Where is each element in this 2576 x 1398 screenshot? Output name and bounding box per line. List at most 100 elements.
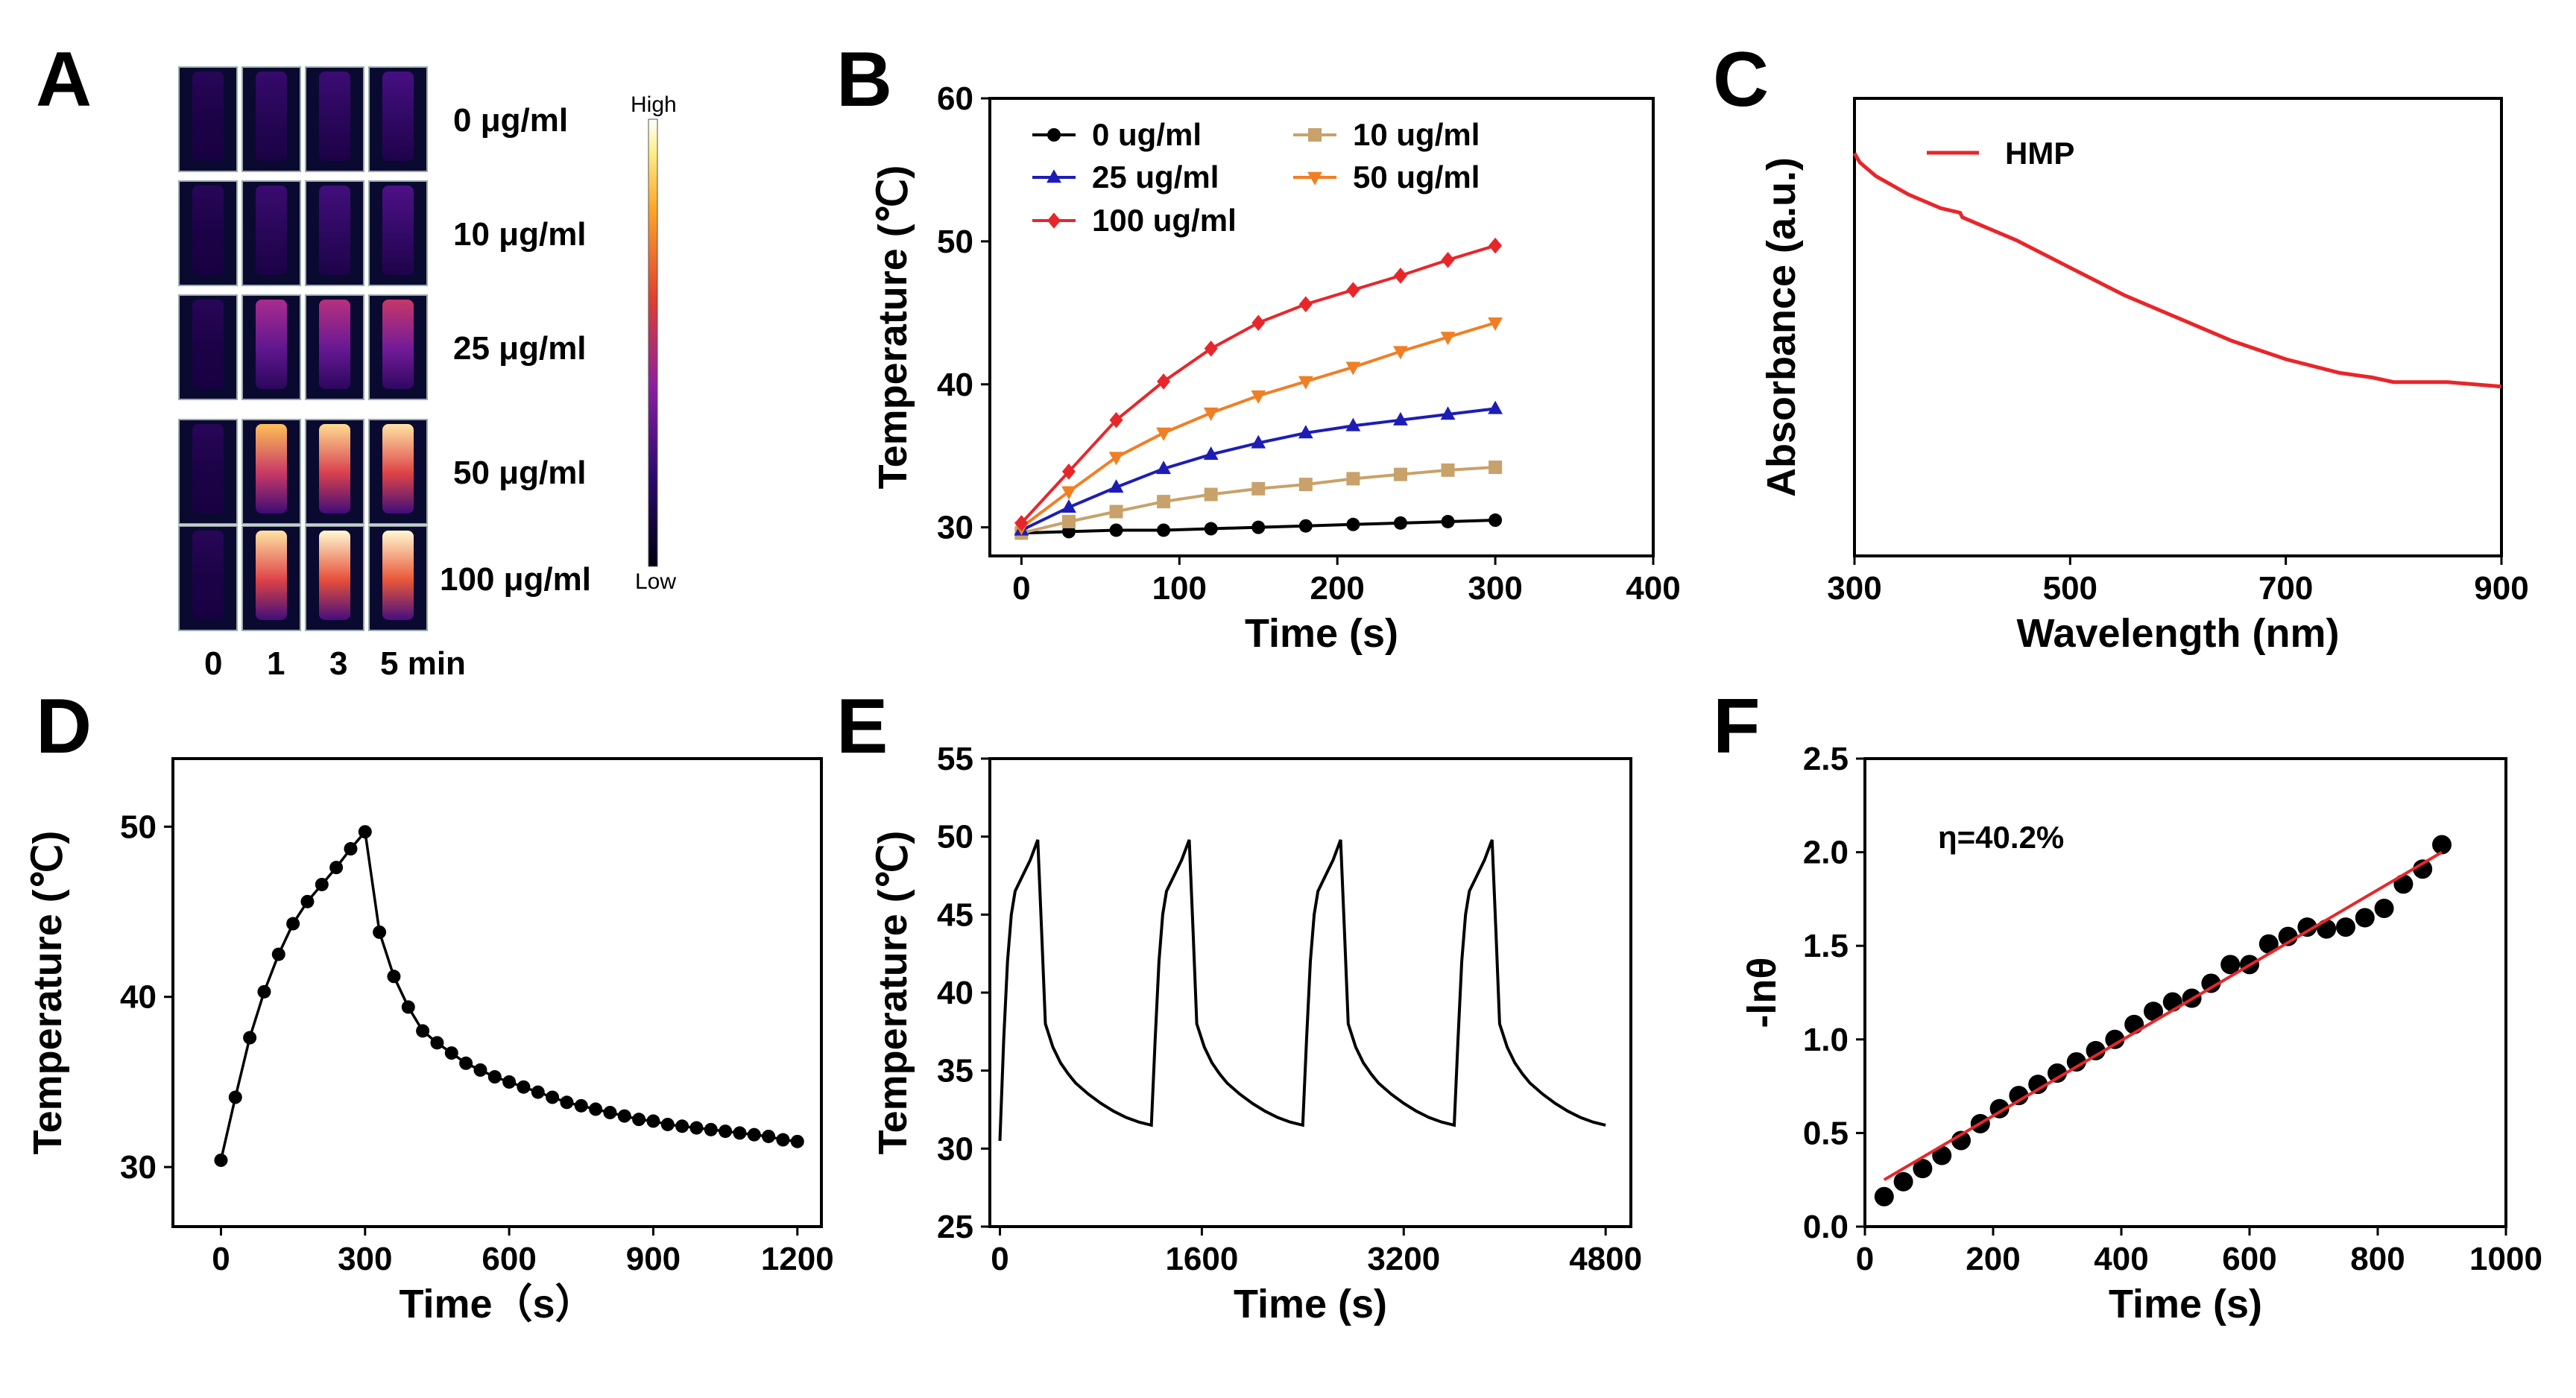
data-point <box>1108 479 1124 493</box>
data-point <box>1932 1145 1952 1165</box>
thermal-image-cell <box>368 525 428 631</box>
data-point <box>1251 481 1266 496</box>
data-point <box>1346 472 1360 486</box>
concentration-label: 100 μg/ml <box>440 561 591 598</box>
data-point <box>1489 237 1503 254</box>
data-point <box>459 1056 473 1070</box>
x-tick-label: 1200 <box>761 1241 834 1277</box>
x-tick-label: 500 <box>2043 570 2097 607</box>
y-tick-label: 55 <box>937 741 973 777</box>
data-point <box>704 1122 718 1136</box>
legend-label: 100 ug/ml <box>1092 203 1237 238</box>
data-point <box>646 1114 660 1128</box>
x-tick-label: 0 <box>1012 570 1030 607</box>
thermal-cell-sample <box>319 300 350 389</box>
thermal-cell-sample <box>319 424 350 513</box>
data-point <box>2355 908 2375 928</box>
data-point <box>2336 917 2355 937</box>
plot-frame <box>171 757 823 1228</box>
data-point <box>1393 268 1407 284</box>
concentration-label: 25 μg/ml <box>453 330 587 367</box>
thermal-cell-sample <box>256 424 287 513</box>
thermal-image-cell <box>242 525 301 631</box>
series-100-ug-ml <box>1014 237 1503 531</box>
data-point <box>790 1134 804 1148</box>
thermal-image-cell <box>242 180 301 286</box>
legend-item: 50 ug/ml <box>1293 159 1480 194</box>
chart-b-photothermal-curves: 0 100 200 300 400 30 40 50 60 Time (s) Temperature… <box>871 80 1681 656</box>
data-point <box>2201 973 2221 993</box>
x-tick-label: 1000 <box>2469 1241 2542 1277</box>
linear-fit-line <box>1883 850 2443 1181</box>
x-tick-label: 800 <box>2350 1241 2405 1277</box>
y-axis-label: Temperature (℃) <box>25 831 70 1155</box>
data-point <box>1014 515 1029 531</box>
data-point <box>228 1090 242 1104</box>
thermal-cell-sample <box>319 531 350 620</box>
data-point <box>1913 1159 1933 1179</box>
data-point <box>329 861 344 875</box>
data-point <box>517 1080 531 1094</box>
legend-item: 10 ug/ml <box>1293 117 1480 152</box>
data-point <box>1440 332 1456 346</box>
data-point <box>271 947 285 961</box>
data-point <box>1204 487 1218 502</box>
legend-marker <box>1046 169 1061 183</box>
data-point <box>1441 252 1455 268</box>
thermal-cell-sample <box>192 186 224 275</box>
y-axis-label: Temperature (℃) <box>871 165 915 490</box>
data-point <box>416 1024 430 1038</box>
y-axis-label: Absorbance (a.u.) <box>1759 157 1804 497</box>
y-tick-label: 30 <box>120 1149 157 1186</box>
data-point <box>2144 1002 2163 1022</box>
y-tick-label: 2.5 <box>1803 741 1849 777</box>
data-point <box>1251 520 1266 534</box>
thermal-cell-sample <box>319 72 350 161</box>
legend-label: 25 ug/ml <box>1092 159 1219 194</box>
thermal-cell-sample <box>256 300 287 389</box>
legend-item: HMP <box>1927 136 2074 171</box>
legend-marker <box>1047 128 1061 142</box>
legend-label: 10 ug/ml <box>1353 117 1480 152</box>
thermal-cell-sample <box>382 531 414 620</box>
series-50-ug-ml <box>1014 317 1503 536</box>
data-point <box>2258 934 2279 954</box>
x-tick-label: 4800 <box>1569 1241 1642 1277</box>
x-tick-label: 300 <box>1827 570 1881 607</box>
data-point <box>660 1117 675 1131</box>
x-tick-label: 300 <box>338 1241 392 1277</box>
colorbar-high-label: High <box>631 92 677 117</box>
plot-frame <box>1863 757 2507 1228</box>
x-tick-label: 900 <box>2474 570 2528 607</box>
thermal-cell-sample <box>192 531 224 620</box>
data-point <box>1298 519 1313 533</box>
data-point <box>315 877 329 891</box>
y-tick-label: 40 <box>937 367 973 403</box>
y-tick-label: 0.5 <box>1803 1115 1849 1151</box>
thermal-cell-sample <box>192 424 224 513</box>
data-point <box>574 1098 588 1113</box>
thermal-image-cell <box>178 66 238 172</box>
hmp-spectrum-line <box>1852 152 2502 389</box>
thermal-image-cell <box>242 294 301 400</box>
panel-letter-c: C <box>1713 37 1769 123</box>
data-point <box>1109 505 1123 519</box>
data-point <box>430 1036 444 1050</box>
panel-letter-b: B <box>836 37 892 123</box>
thermal-image-grid <box>178 66 428 631</box>
x-tick-label: 0 <box>1856 1241 1874 1277</box>
x-axis-label: Time (s) <box>2109 1282 2262 1326</box>
thermal-image-cell <box>368 419 428 525</box>
data-point <box>1204 340 1218 357</box>
data-point <box>560 1095 574 1110</box>
thermal-cell-sample <box>382 72 414 161</box>
chart-c-absorbance-spectrum: 300 500 700 900 Wavelength (nm) Absorbance (a… <box>1759 97 2529 656</box>
data-point <box>2048 1063 2067 1084</box>
legend-item: 100 ug/ml <box>1032 203 1237 238</box>
x-tick-label: 400 <box>2094 1241 2148 1277</box>
legend-marker <box>1047 212 1061 229</box>
y-tick-label: 50 <box>937 819 973 855</box>
y-tick-label: 0.0 <box>1803 1209 1849 1245</box>
data-point <box>675 1119 689 1133</box>
